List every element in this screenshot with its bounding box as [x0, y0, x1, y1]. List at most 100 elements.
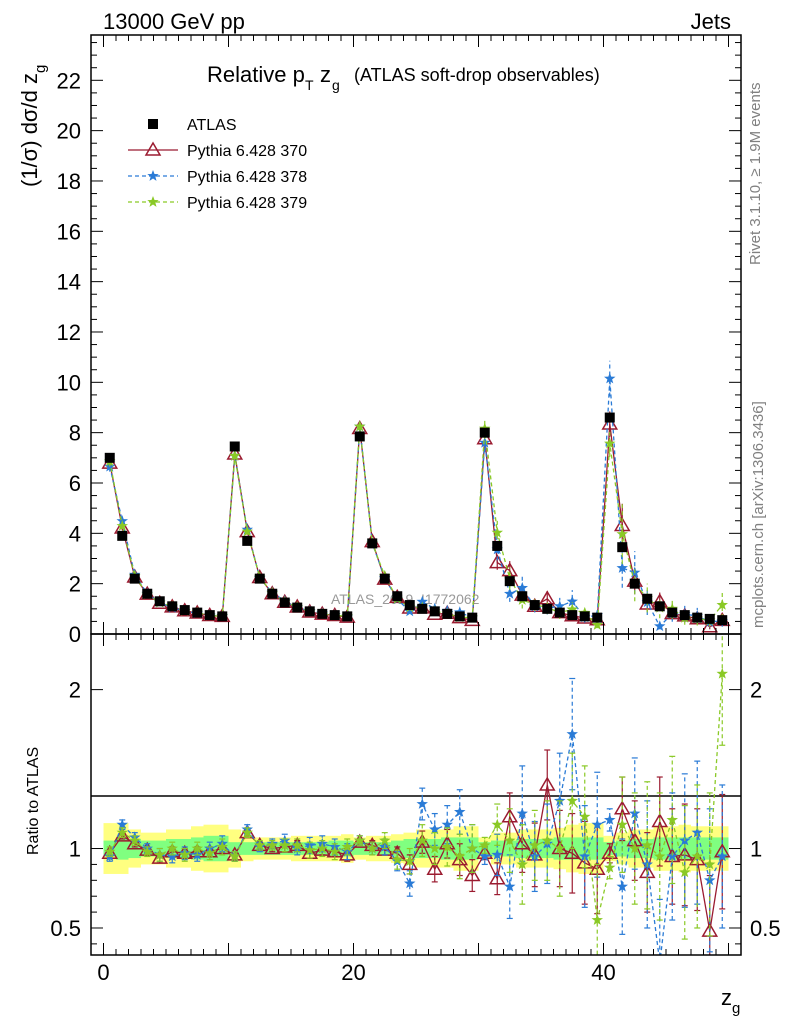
- ratio-point-p379: [341, 840, 353, 852]
- x-tick-label: 40: [591, 960, 615, 985]
- legend-marker-atlas: [148, 119, 158, 129]
- point-p379: [604, 437, 616, 449]
- ratio-point-p370: [263, 840, 281, 855]
- point-p379: [716, 598, 728, 610]
- point-atlas: [304, 606, 315, 617]
- ratio-point-p379: [404, 855, 416, 867]
- ratio-point-p379: [304, 844, 316, 855]
- ratio-tick-label: 0.5: [50, 916, 81, 941]
- ratio-point-p379: [104, 845, 116, 857]
- series-line-p378: [109, 378, 723, 628]
- point-atlas: [504, 576, 515, 587]
- ratio-point-p370: [351, 833, 369, 848]
- y-tick-label: 12: [57, 320, 81, 345]
- ratio-point-p379: [191, 842, 203, 854]
- ratio-point-p379: [654, 850, 666, 862]
- title-subscript-t: T: [305, 77, 314, 93]
- point-p379: [116, 520, 128, 531]
- point-p378: [416, 595, 428, 607]
- point-p379: [566, 603, 578, 615]
- point-p378: [616, 562, 628, 573]
- point-atlas: [704, 613, 715, 624]
- ratio-point-p379: [166, 842, 178, 854]
- ratio-point-p379: [641, 839, 653, 851]
- ratio-point-p379: [579, 810, 591, 822]
- ratio-point-p379: [254, 839, 266, 851]
- ratio-point-p379: [541, 834, 553, 846]
- point-p378: [404, 605, 416, 617]
- ratio-plot-data: [101, 634, 731, 955]
- point-p379: [229, 449, 241, 461]
- legend-marker-p378: [147, 170, 159, 181]
- point-p378: [566, 595, 578, 607]
- ratio-point-p379: [616, 818, 628, 830]
- point-p379: [591, 619, 603, 630]
- legend-marker-p370: [144, 141, 162, 156]
- ratio-point-p370: [538, 776, 556, 791]
- ratio-point-p379: [241, 826, 253, 838]
- point-atlas: [692, 612, 703, 623]
- ratio-point-p378: [454, 806, 466, 817]
- header-left: 13000 GeV pp: [103, 9, 245, 34]
- ratio-point-p379: [604, 861, 616, 873]
- y-tick-label: 6: [69, 471, 81, 496]
- ratio-point-p378: [429, 823, 441, 835]
- watermark: ATLAS_2019_I1772062: [331, 591, 480, 607]
- point-p370: [701, 618, 719, 633]
- ratio-point-p379: [216, 840, 228, 852]
- ratio-tick-label-right: 2: [750, 678, 762, 703]
- ratio-point-p379: [316, 842, 328, 854]
- title-subscript-g: g: [332, 77, 340, 93]
- ratio-point-p379: [704, 858, 716, 870]
- ratio-point-p379: [591, 914, 603, 925]
- ratio-point-p378: [604, 813, 616, 825]
- ratio-point-p379: [504, 834, 516, 846]
- ratio-point-p370: [463, 867, 481, 882]
- point-atlas: [167, 601, 178, 612]
- ratio-point-p379: [154, 848, 166, 860]
- point-atlas: [654, 601, 665, 612]
- ratio-y-axis-label: Ratio to ATLAS: [25, 747, 42, 855]
- ratio-tick-label: 1: [69, 837, 81, 862]
- ratio-point-p378: [479, 850, 491, 862]
- ratio-point-p378: [504, 880, 516, 892]
- point-atlas: [129, 573, 140, 584]
- point-p379: [491, 526, 503, 538]
- y-tick-label: 0: [69, 622, 81, 647]
- point-atlas: [392, 591, 403, 602]
- ratio-point-p370: [513, 835, 531, 850]
- ratio-point-p379: [279, 839, 291, 851]
- y-tick-label: 8: [69, 421, 81, 446]
- ratio-point-p379: [554, 842, 566, 854]
- point-p378: [516, 581, 528, 593]
- ratio-point-p370: [426, 860, 444, 875]
- ratio-point-p378: [566, 728, 578, 739]
- ratio-point-p379: [116, 826, 128, 838]
- point-atlas: [254, 573, 265, 584]
- point-atlas: [317, 608, 328, 619]
- point-atlas: [554, 607, 565, 618]
- band-inner: [241, 842, 254, 855]
- point-atlas: [529, 600, 540, 611]
- legend-label-p378: Pythia 6.428 378: [187, 169, 307, 186]
- point-atlas: [104, 452, 115, 463]
- ratio-line-p378: [109, 733, 723, 955]
- ratio-point-p370: [601, 844, 619, 860]
- ratio-point-p379: [479, 839, 491, 851]
- ratio-point-p378: [691, 826, 703, 838]
- point-atlas: [717, 615, 728, 626]
- x-tick-label: 20: [341, 960, 365, 985]
- point-atlas: [342, 611, 353, 622]
- point-atlas: [217, 611, 228, 622]
- point-atlas: [467, 612, 478, 623]
- ratio-point-p379: [329, 845, 341, 857]
- ratio-point-p379: [229, 850, 241, 862]
- title-zg: z: [320, 62, 331, 87]
- ratio-point-p370: [401, 855, 419, 871]
- ratio-point-p370: [563, 844, 581, 860]
- point-p379: [241, 525, 253, 537]
- y-tick-label: 4: [69, 521, 81, 546]
- ratio-point-p378: [591, 818, 603, 830]
- ratio-line-p379: [109, 673, 723, 921]
